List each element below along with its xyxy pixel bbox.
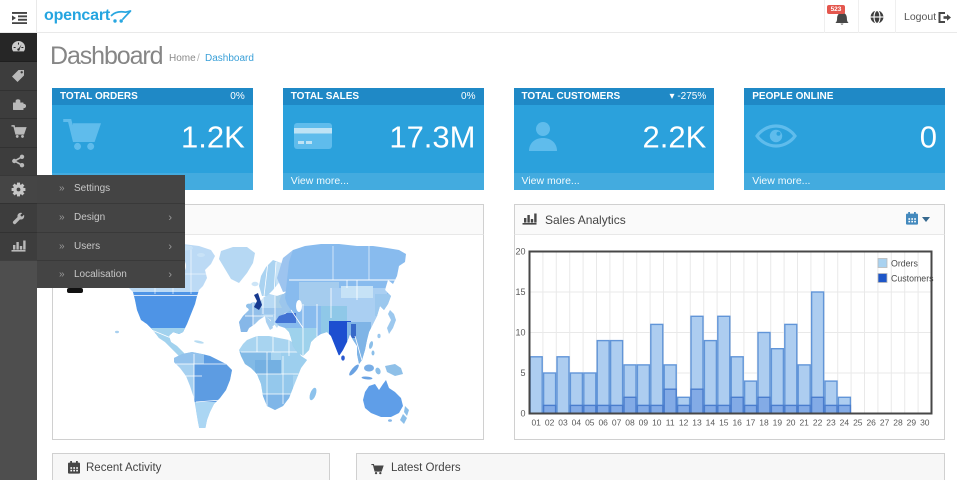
svg-text:0: 0 <box>520 409 525 419</box>
svg-text:Customers: Customers <box>891 274 934 284</box>
svg-text:16: 16 <box>732 418 742 428</box>
svg-text:07: 07 <box>611 418 621 428</box>
svg-text:04: 04 <box>571 418 581 428</box>
svg-text:22: 22 <box>812 418 822 428</box>
svg-text:17: 17 <box>745 418 755 428</box>
svg-text:20: 20 <box>786 418 796 428</box>
svg-text:15: 15 <box>515 287 525 297</box>
svg-text:02: 02 <box>544 418 554 428</box>
svg-text:14: 14 <box>705 418 715 428</box>
svg-text:23: 23 <box>826 418 836 428</box>
svg-text:30: 30 <box>920 418 930 428</box>
svg-text:18: 18 <box>759 418 769 428</box>
svg-text:24: 24 <box>839 418 849 428</box>
svg-text:09: 09 <box>638 418 648 428</box>
svg-text:Orders: Orders <box>891 259 918 269</box>
svg-text:28: 28 <box>893 418 903 428</box>
svg-text:01: 01 <box>531 418 541 428</box>
svg-text:03: 03 <box>558 418 568 428</box>
svg-text:21: 21 <box>799 418 809 428</box>
svg-text:08: 08 <box>625 418 635 428</box>
svg-text:26: 26 <box>866 418 876 428</box>
svg-text:5: 5 <box>520 368 525 378</box>
svg-text:25: 25 <box>853 418 863 428</box>
svg-text:29: 29 <box>906 418 916 428</box>
svg-text:10: 10 <box>652 418 662 428</box>
svg-text:13: 13 <box>692 418 702 428</box>
svg-text:15: 15 <box>719 418 729 428</box>
svg-text:27: 27 <box>879 418 889 428</box>
svg-text:06: 06 <box>598 418 608 428</box>
svg-text:20: 20 <box>515 247 525 257</box>
svg-text:10: 10 <box>515 328 525 338</box>
svg-text:05: 05 <box>585 418 595 428</box>
svg-text:12: 12 <box>678 418 688 428</box>
svg-text:19: 19 <box>772 418 782 428</box>
svg-text:11: 11 <box>665 418 674 428</box>
